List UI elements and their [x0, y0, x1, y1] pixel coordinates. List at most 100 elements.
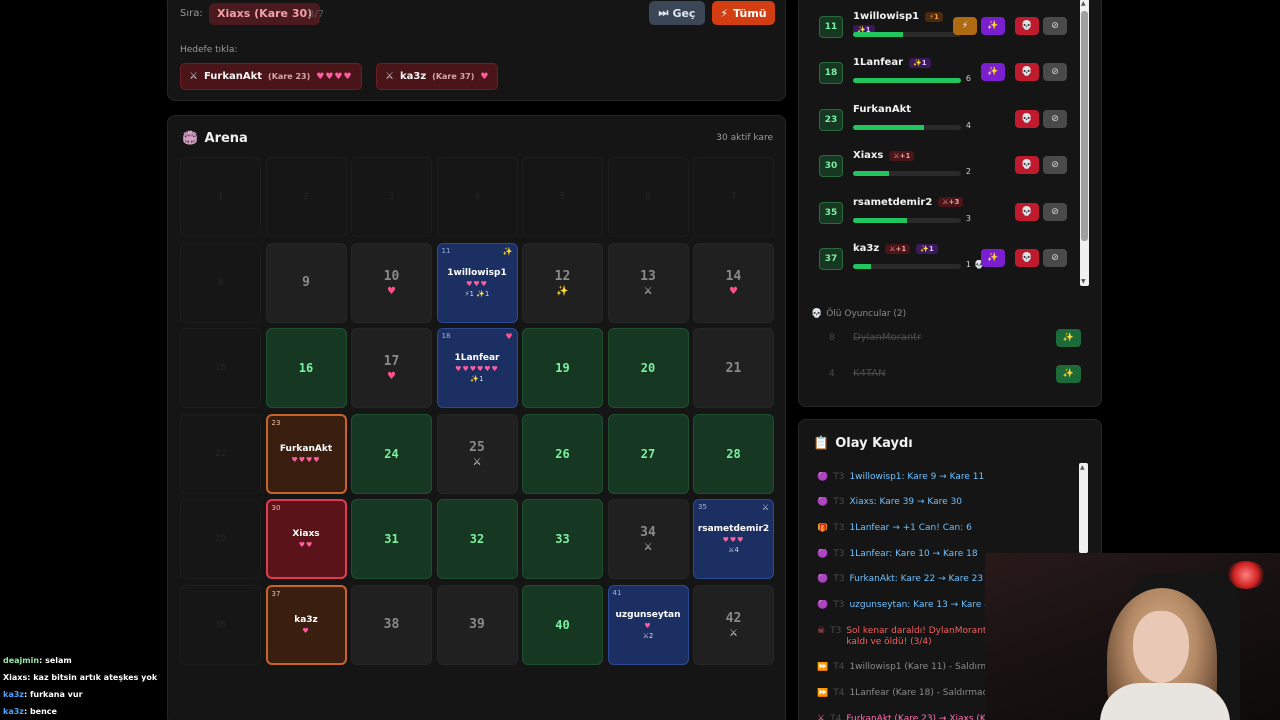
arena-square[interactable]: 17 ♥ [351, 328, 432, 408]
arena-square[interactable]: 6 [607, 157, 689, 237]
crossbones-icon: ☠ [817, 626, 826, 636]
scroll-up-icon[interactable]: ▲ [1080, 464, 1085, 471]
target-button-ka3z[interactable]: ⚔ ka3z (Kare 37) ♥ [376, 63, 499, 90]
block-button[interactable]: ⊘ [1043, 156, 1067, 175]
square-number: 41 [612, 588, 622, 597]
arena-square[interactable]: 15 [180, 328, 261, 408]
arena-square[interactable]: 19 [522, 328, 603, 408]
arena-square-player[interactable]: 37 ka3z ♥ [265, 584, 347, 665]
player-name-text: ka3z [853, 243, 880, 254]
event-log-title-text: Olay Kaydı [835, 436, 913, 451]
arena-square[interactable]: 32 [436, 499, 518, 579]
arena-square[interactable]: 26 [522, 413, 603, 494]
sparkle-icon: ✨ [987, 253, 999, 263]
log-text: Sol kenar daraldı! DylanMorantr kaldı ve… [846, 626, 991, 647]
kill-button[interactable]: 💀 [1015, 17, 1039, 35]
arena-square[interactable]: 25 ⚔ [436, 413, 518, 494]
block-button[interactable]: ⊘ [1043, 17, 1067, 35]
scrollbar-thumb[interactable] [1081, 11, 1088, 241]
arena-square[interactable]: 31 [351, 499, 432, 579]
block-button[interactable]: ⊘ [1043, 63, 1067, 82]
arena-square[interactable]: 27 [607, 413, 689, 494]
sword-icon: ⚔ [385, 71, 394, 82]
log-turn: T3 [833, 600, 845, 610]
all-button[interactable]: ⚡ Tümü [712, 1, 775, 25]
skip-button[interactable]: ⏭ Geç [649, 1, 705, 25]
event-log-title: 📋 Olay Kaydı [813, 436, 913, 451]
boost-button[interactable]: ✨ [981, 17, 1005, 35]
arena-square[interactable]: 2 [265, 157, 347, 237]
sword-icon: ⚔ [729, 627, 738, 639]
kill-button[interactable]: 💀 [1015, 156, 1039, 175]
arena-square[interactable]: 7 [693, 157, 774, 237]
revive-button[interactable]: ✨ [1056, 365, 1081, 383]
kill-button[interactable]: 💀 [1015, 202, 1039, 221]
square-number: 26 [555, 446, 570, 461]
boost-button[interactable]: ✨ [981, 63, 1005, 82]
kill-button[interactable]: 💀 [1015, 109, 1039, 128]
heart-icons: ♥♥♥♥ [291, 455, 321, 464]
square-number: 8 [217, 277, 224, 288]
log-entry: 🟣 T3 1Lanfear: Kare 10 → Kare 18 [817, 549, 1077, 559]
arena-square[interactable]: 33 [522, 499, 603, 579]
arena-square[interactable]: 28 [693, 413, 774, 494]
square-number: 27 [640, 446, 656, 461]
arena-square[interactable]: 12 ✨ [522, 242, 603, 323]
block-button[interactable]: ⊘ [1043, 109, 1067, 128]
arena-square[interactable]: 40 [522, 584, 603, 665]
player-name: rsametdemir2 ⚔+3 [853, 197, 964, 208]
sparkle-icon: ✨ [502, 246, 513, 256]
arena-square[interactable]: 3 [351, 157, 432, 237]
players-scrollbar[interactable]: ▲ ▼ [1080, 0, 1089, 286]
arena-square-player[interactable]: 18 ♥ 1Lanfear ♥♥♥♥♥♥ ✨1 [436, 328, 518, 408]
arena-square[interactable]: 22 [180, 413, 261, 494]
arena-square[interactable]: 9 [265, 242, 347, 323]
kill-button[interactable]: 💀 [1015, 249, 1039, 267]
arena-square[interactable]: 39 [436, 584, 518, 665]
arena-square-player[interactable]: 30 Xiaxs ♥♥ [265, 499, 347, 579]
target-kare: (Kare 37) [432, 72, 475, 81]
arena-square[interactable]: 21 [693, 328, 774, 408]
log-turn: T3 [833, 549, 845, 559]
player-name-text: 1willowisp1 [853, 11, 920, 22]
block-button[interactable]: ⊘ [1043, 249, 1067, 267]
dead-player-kare: 8 [829, 333, 835, 343]
arena-square-player[interactable]: 23 FurkanAkt ♥♥♥♥ [265, 413, 347, 494]
scroll-down-icon[interactable]: ▼ [1081, 278, 1086, 285]
arena-square[interactable]: 38 [351, 584, 432, 665]
arena-square[interactable]: 16 [265, 328, 347, 408]
arena-square-player[interactable]: 41 uzgunseytan ♥ ⚔2 [607, 584, 689, 665]
chat-message: deajmin: selam [0, 652, 167, 669]
arena-square[interactable]: 4 [436, 157, 518, 237]
arena-square[interactable]: 42 ⚔ [693, 584, 774, 665]
arena-square[interactable]: 20 [607, 328, 689, 408]
log-text: 1willowisp1: Kare 9 → Kare 11 [849, 472, 985, 482]
arena-square[interactable]: 10 ♥ [351, 242, 432, 323]
arena-square[interactable]: 36 [180, 584, 261, 665]
arena-square-player[interactable]: 35 ⚔ rsametdemir2 ♥♥♥ ⚔4 [693, 499, 774, 579]
arena-square[interactable]: 13 ⚔ [607, 242, 689, 323]
power-button[interactable]: ⚡ [953, 17, 977, 35]
heart-icons: ♥♥ [298, 541, 314, 549]
arena-square[interactable]: 24 [351, 413, 432, 494]
kill-button[interactable]: 💀 [1015, 63, 1039, 82]
arena-square[interactable]: 1 [180, 157, 261, 237]
revive-button[interactable]: ✨ [1056, 329, 1081, 347]
arena-square[interactable]: 5 [522, 157, 603, 237]
player-row: 35 rsametdemir2 ⚔+3 3 💀 ⊘ [811, 193, 1073, 231]
sword-icon: ⚔ [189, 71, 198, 82]
arena-square[interactable]: 14 ♥ [693, 242, 774, 323]
scroll-up-icon[interactable]: ▲ [1081, 0, 1086, 7]
arena-square-player[interactable]: 11 ✨ 1willowisp1 ♥♥♥ ⚡1 ✨1 [436, 242, 518, 323]
gift-icon: 🎁 [817, 523, 829, 533]
arena-square[interactable]: 29 [180, 499, 261, 579]
target-button-furkanakt[interactable]: ⚔ FurkanAkt (Kare 23) ♥♥♥♥ [180, 63, 362, 90]
block-button[interactable]: ⊘ [1043, 202, 1067, 221]
heart-icon: ♥ [387, 285, 396, 297]
arena-square[interactable]: 34 ⚔ [607, 499, 689, 579]
arena-title-text: Arena [204, 131, 248, 146]
arena-square[interactable]: 8 [180, 242, 261, 323]
boost-button[interactable]: ✨ [981, 249, 1005, 267]
log-scrollbar[interactable]: ▲ [1079, 463, 1088, 553]
